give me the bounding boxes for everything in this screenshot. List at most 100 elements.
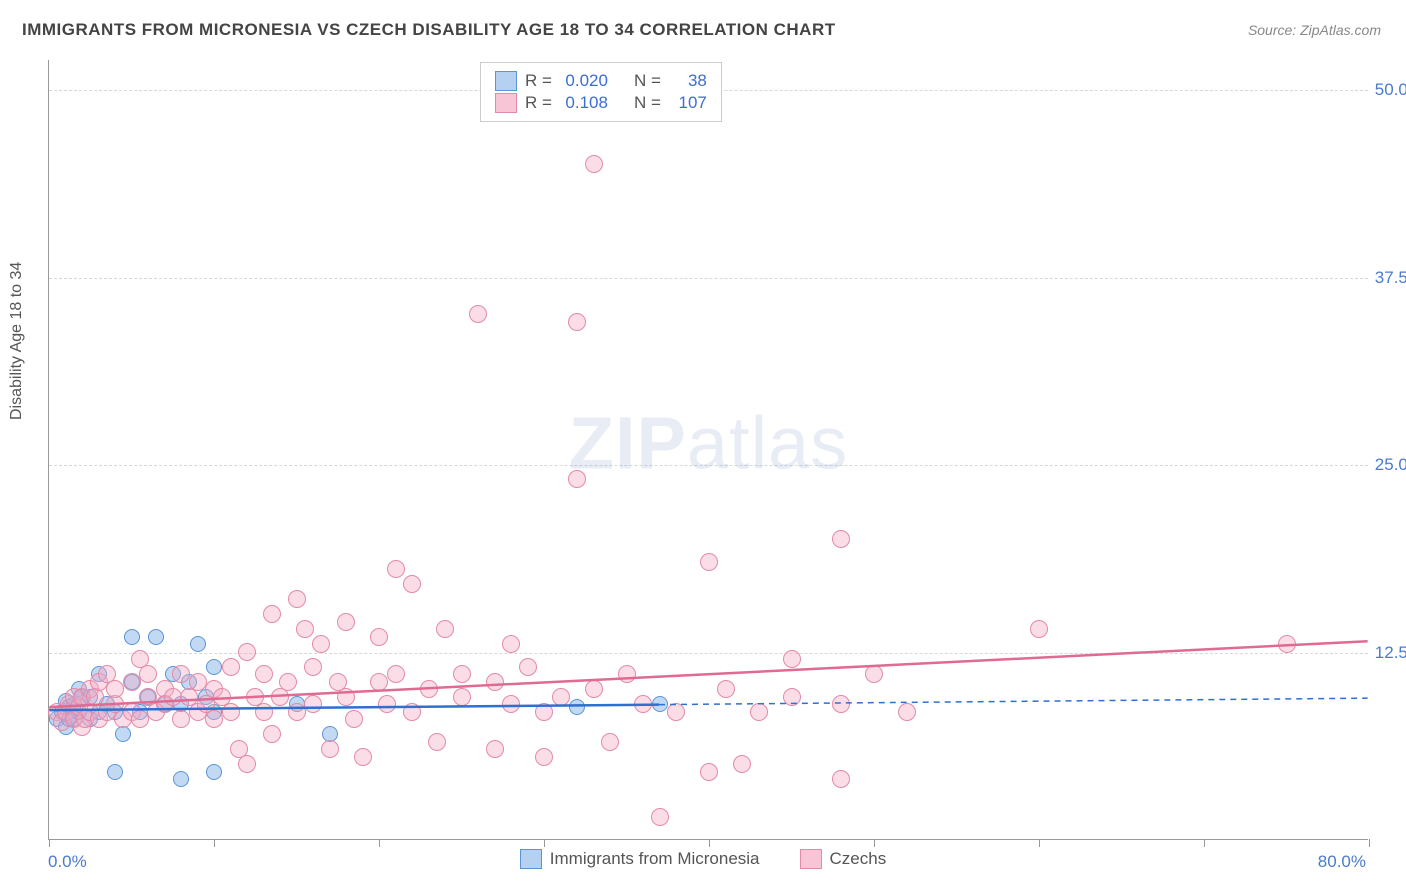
- marker-czechs: [469, 305, 487, 323]
- marker-micronesia: [115, 726, 131, 742]
- marker-czechs: [304, 658, 322, 676]
- marker-czechs: [337, 613, 355, 631]
- marker-czechs: [832, 770, 850, 788]
- y-axis-title: Disability Age 18 to 34: [8, 262, 26, 420]
- marker-micronesia: [190, 636, 206, 652]
- marker-czechs: [172, 710, 190, 728]
- r-value: 0.108: [560, 93, 608, 113]
- n-value: 38: [669, 71, 707, 91]
- marker-czechs: [263, 605, 281, 623]
- marker-czechs: [486, 673, 504, 691]
- marker-czechs: [634, 695, 652, 713]
- marker-czechs: [667, 703, 685, 721]
- r-label: R =: [525, 93, 552, 113]
- x-tick: [1039, 839, 1040, 847]
- marker-czechs: [585, 155, 603, 173]
- marker-czechs: [733, 755, 751, 773]
- x-tick: [874, 839, 875, 847]
- stats-legend: R = 0.020 N = 38 R = 0.108 N = 107: [480, 62, 722, 122]
- marker-czechs: [420, 680, 438, 698]
- marker-czechs: [304, 695, 322, 713]
- pink-swatch: [495, 93, 517, 113]
- marker-czechs: [312, 635, 330, 653]
- marker-czechs: [387, 665, 405, 683]
- bottom-legend: Immigrants from Micronesia Czechs: [0, 849, 1406, 874]
- n-label: N =: [634, 71, 661, 91]
- legend-label: Czechs: [830, 849, 887, 869]
- plot-area: ZIPatlas 12.5%25.0%37.5%50.0%: [48, 60, 1368, 840]
- marker-czechs: [700, 763, 718, 781]
- marker-czechs: [370, 673, 388, 691]
- x-tick: [379, 839, 380, 847]
- marker-czechs: [222, 703, 240, 721]
- marker-czechs: [502, 695, 520, 713]
- x-tick: [49, 839, 50, 847]
- y-tick-label: 37.5%: [1363, 268, 1406, 288]
- x-tick: [544, 839, 545, 847]
- marker-czechs: [453, 688, 471, 706]
- chart-title: IMMIGRANTS FROM MICRONESIA VS CZECH DISA…: [22, 20, 836, 40]
- marker-micronesia: [206, 659, 222, 675]
- marker-czechs: [279, 673, 297, 691]
- marker-czechs: [354, 748, 372, 766]
- marker-czechs: [288, 590, 306, 608]
- marker-czechs: [164, 688, 182, 706]
- marker-czechs: [1278, 635, 1296, 653]
- y-tick-label: 12.5%: [1363, 643, 1406, 663]
- n-value: 107: [669, 93, 707, 113]
- marker-czechs: [337, 688, 355, 706]
- source-credit: Source: ZipAtlas.com: [1248, 22, 1381, 38]
- marker-micronesia: [107, 764, 123, 780]
- x-tick: [1369, 839, 1370, 847]
- marker-czechs: [568, 470, 586, 488]
- marker-czechs: [502, 635, 520, 653]
- pink-swatch: [800, 849, 822, 869]
- marker-micronesia: [173, 771, 189, 787]
- gridline: [49, 278, 1368, 279]
- marker-czechs: [321, 740, 339, 758]
- n-label: N =: [634, 93, 661, 113]
- x-tick: [214, 839, 215, 847]
- marker-czechs: [552, 688, 570, 706]
- x-tick: [709, 839, 710, 847]
- marker-micronesia: [148, 629, 164, 645]
- marker-czechs: [131, 710, 149, 728]
- marker-czechs: [255, 665, 273, 683]
- marker-czechs: [618, 665, 636, 683]
- marker-czechs: [106, 680, 124, 698]
- legend-label: Immigrants from Micronesia: [550, 849, 760, 869]
- stats-legend-row: R = 0.020 N = 38: [495, 71, 707, 91]
- r-value: 0.020: [560, 71, 608, 91]
- marker-czechs: [651, 808, 669, 826]
- marker-czechs: [535, 703, 553, 721]
- marker-czechs: [387, 560, 405, 578]
- marker-czechs: [585, 680, 603, 698]
- marker-czechs: [378, 695, 396, 713]
- marker-micronesia: [206, 764, 222, 780]
- marker-czechs: [783, 688, 801, 706]
- marker-czechs: [288, 703, 306, 721]
- marker-czechs: [568, 313, 586, 331]
- marker-czechs: [519, 658, 537, 676]
- marker-czechs: [345, 710, 363, 728]
- watermark: ZIPatlas: [569, 400, 848, 485]
- trendline-micronesia-dash: [659, 698, 1368, 704]
- marker-czechs: [172, 665, 190, 683]
- marker-czechs: [601, 733, 619, 751]
- legend-item: Czechs: [800, 849, 887, 869]
- r-label: R =: [525, 71, 552, 91]
- marker-czechs: [123, 673, 141, 691]
- marker-micronesia: [569, 699, 585, 715]
- marker-czechs: [783, 650, 801, 668]
- marker-czechs: [750, 703, 768, 721]
- blue-swatch: [520, 849, 542, 869]
- legend-item: Immigrants from Micronesia: [520, 849, 760, 869]
- marker-czechs: [403, 703, 421, 721]
- marker-czechs: [238, 643, 256, 661]
- marker-czechs: [189, 673, 207, 691]
- trend-lines: [49, 60, 1368, 839]
- marker-czechs: [139, 665, 157, 683]
- blue-swatch: [495, 71, 517, 91]
- marker-czechs: [832, 530, 850, 548]
- x-tick: [1204, 839, 1205, 847]
